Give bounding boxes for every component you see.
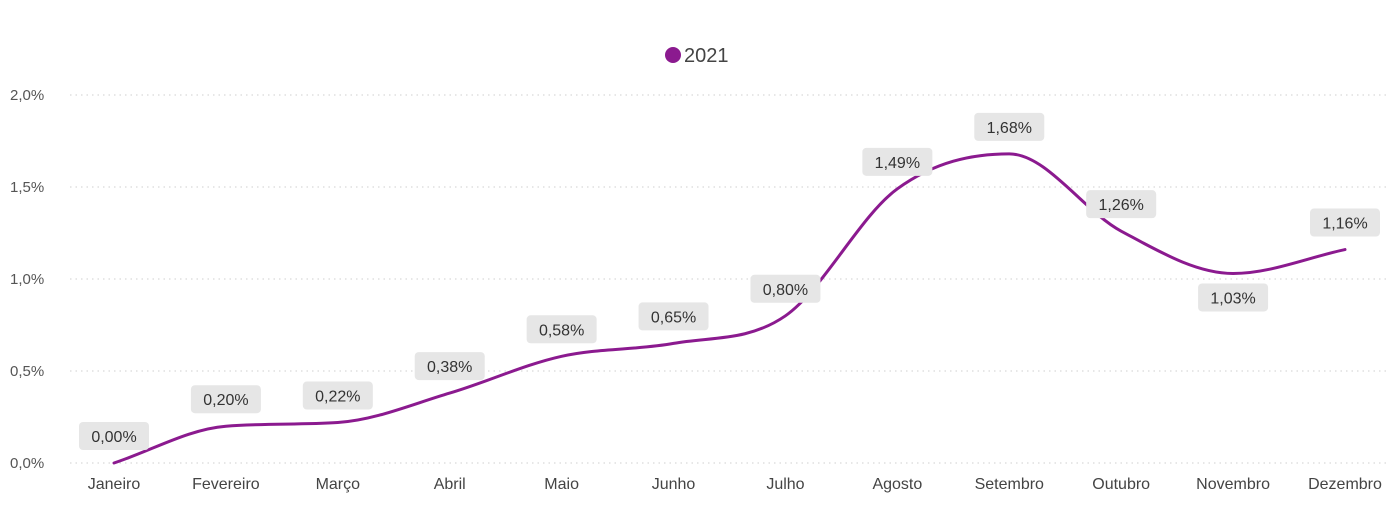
data-labels: 0,00% 0,20% 0,22% 0,38% 0,58% 0,65% 0,80% 1,49%… [79,112,1380,450]
x-tick-label: Abril [434,476,466,493]
data-label-text: 1,49% [875,155,920,172]
data-label-text: 1,16% [1322,216,1367,233]
x-tick-label: Maio [544,476,579,493]
data-label: 1,16% [1310,208,1380,237]
data-label-box [190,385,261,414]
legend-label[interactable]: 2021 [684,45,729,67]
y-tick-label: 2,0% [10,87,44,104]
data-label-box [1086,190,1157,219]
data-label-box [526,315,597,344]
x-tick-label: Outubro [1092,476,1150,493]
y-tick-label: 1,5% [10,179,44,196]
data-label: 0,65% [638,302,709,331]
series-lines [112,152,1347,465]
y-tick-label: 0,5% [10,363,44,380]
data-label: 0,58% [526,315,597,344]
data-label-box [638,302,709,331]
data-label: 0,80% [750,274,821,303]
data-label-text: 1,26% [1098,197,1143,214]
data-label-text: 0,65% [651,309,696,326]
x-axis-ticks: Janeiro Fevereiro Março Abril Maio Junho Julho… [88,476,1382,493]
gridlines [70,94,1390,464]
data-label-box [79,422,149,450]
legend-marker[interactable] [665,47,681,63]
x-tick-label: Novembro [1196,476,1270,493]
legend[interactable]: 2021 [665,45,729,67]
data-label-box [862,147,933,176]
x-tick-label: Fevereiro [192,476,260,493]
x-tick-label: Agosto [872,476,922,493]
data-label-text: 0,80% [763,282,808,299]
x-tick-label: Março [316,476,361,493]
data-label-text: 0,00% [91,429,136,446]
data-label: 1,03% [1198,283,1269,312]
x-tick-label: Dezembro [1308,476,1382,493]
x-tick-label: Janeiro [88,476,141,493]
y-tick-label: 0,0% [10,455,44,472]
data-label-box [302,381,373,410]
x-tick-label: Setembro [975,476,1044,493]
data-label: 0,00% [79,422,149,450]
data-label-text: 1,68% [987,120,1032,137]
y-axis-ticks: 0,0% 0,5% 1,0% 1,5% 2,0% [10,87,44,472]
data-label: 1,68% [974,112,1045,141]
data-label-box [974,112,1045,141]
data-label-text: 0,20% [203,392,248,409]
x-tick-label: Junho [652,476,696,493]
data-label: 1,49% [862,147,933,176]
data-label-box [1310,208,1380,237]
data-label: 1,26% [1086,190,1157,219]
series-line-2021 [112,152,1347,465]
data-label-box [750,274,821,303]
data-label-text: 0,38% [427,359,472,376]
x-tick-label: Julho [766,476,804,493]
data-label: 0,20% [190,385,261,414]
y-tick-label: 1,0% [10,271,44,288]
data-label-text: 0,22% [315,389,360,406]
data-label-box [414,352,485,381]
data-label-text: 0,58% [539,322,584,339]
data-label: 0,22% [302,381,373,410]
data-label-text: 1,03% [1210,290,1255,307]
data-label: 0,38% [414,352,485,381]
data-label-box [1198,283,1269,312]
